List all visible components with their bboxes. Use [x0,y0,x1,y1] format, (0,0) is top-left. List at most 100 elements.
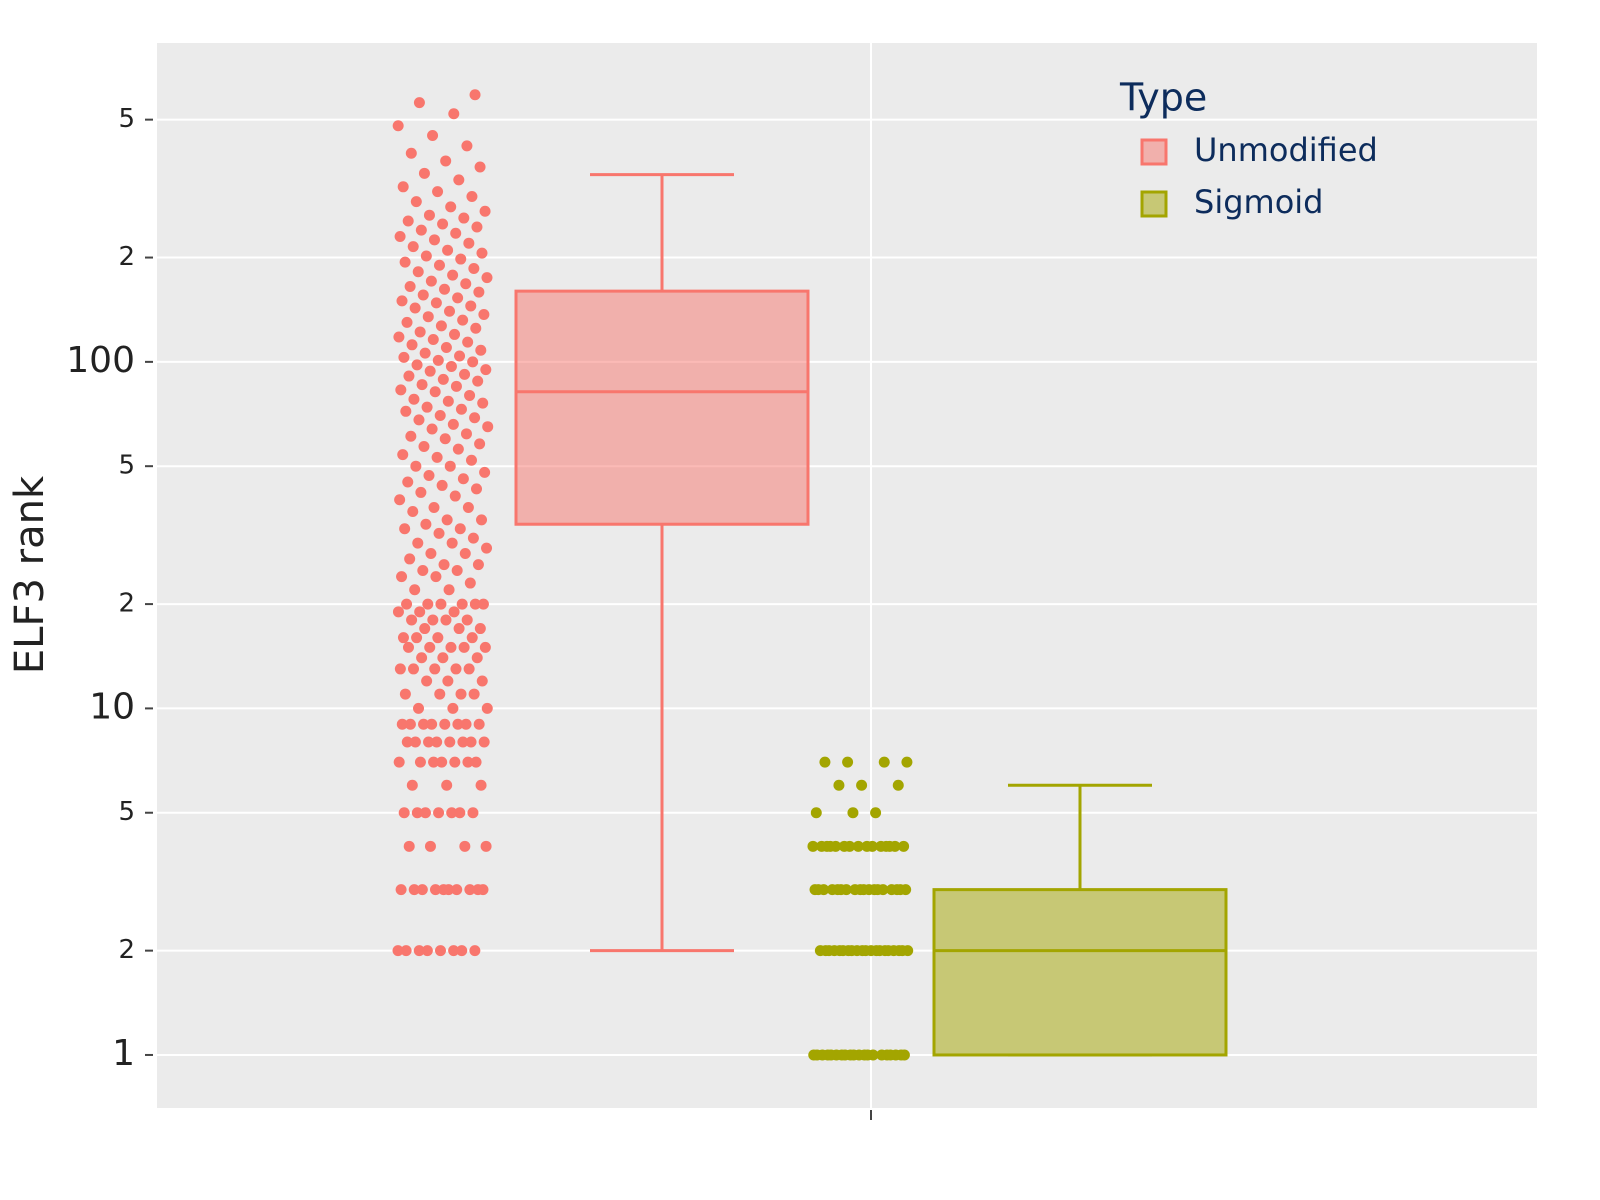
data-point [452,443,464,455]
data-point [475,344,487,356]
data-point [455,253,467,265]
y-tick-label: 100 [66,340,135,381]
data-point [431,451,443,463]
data-point [405,430,417,442]
data-point [461,140,473,152]
data-point [397,632,409,644]
data-point [397,181,409,193]
data-point [434,410,446,422]
data-point [416,652,428,664]
data-point [396,295,408,307]
data-point [422,598,434,610]
data-point [451,884,463,896]
data-point [402,215,414,227]
data-point [409,736,421,748]
data-point [848,1049,860,1061]
data-point [456,945,468,957]
data-point [442,395,454,407]
data-point [392,945,404,957]
data-point [835,884,847,896]
data-point [392,606,404,618]
data-point [448,945,460,957]
data-point [423,209,435,221]
data-point [414,606,426,618]
y-axis-title: ELF3 rank [7,475,53,674]
data-point [814,945,826,957]
data-point [430,297,442,309]
data-point [471,652,483,664]
data-point [417,565,429,577]
y-tick-label: 10 [89,686,135,727]
data-point [412,537,424,549]
data-point [459,368,471,380]
data-point [856,779,868,791]
legend-title: Type [1119,76,1207,120]
data-point [824,840,836,852]
data-point [478,308,490,320]
data-point [441,514,453,526]
data-point [416,884,428,896]
data-point [453,623,465,635]
data-point [468,688,480,700]
data-point [427,129,439,141]
data-point [449,756,461,768]
data-point [473,286,485,298]
data-point [433,527,445,539]
data-point [419,347,431,359]
data-point [427,334,439,346]
y-tick-label: 5 [118,451,135,481]
y-tick-label: 2 [118,589,135,619]
data-point [461,614,473,626]
data-point [479,205,491,217]
data-point [477,397,489,409]
data-point [875,840,887,852]
data-point [394,231,406,243]
data-point [846,945,858,957]
y-tick-label: 5 [118,104,135,134]
data-point [393,756,405,768]
data-point [415,486,427,498]
data-point [428,756,440,768]
data-point [449,328,461,340]
data-point [476,247,488,259]
data-point [425,547,437,559]
data-point [436,756,448,768]
data-point [413,945,425,957]
data-point [847,807,859,819]
data-point [837,945,849,957]
data-point [413,702,425,714]
data-point [479,466,491,478]
data-point [454,350,466,362]
data-point [428,501,440,513]
data-point [420,250,432,262]
data-point [433,807,445,819]
data-point [431,736,443,748]
data-point [423,736,435,748]
data-point [460,428,472,440]
data-point [442,244,454,256]
data-point [435,598,447,610]
data-point [420,518,432,530]
data-point [898,1049,910,1061]
data-point [395,384,407,396]
data-point [476,675,488,687]
data-point [452,292,464,304]
data-point [437,373,449,385]
data-point [418,167,430,179]
data-point [457,736,469,748]
data-point [472,884,484,896]
data-point [826,884,838,896]
data-point [409,584,421,596]
data-point [838,840,850,852]
data-point [425,275,437,287]
data-point [440,342,452,354]
data-point [462,756,474,768]
legend-label: Unmodified [1194,131,1378,169]
data-point [396,571,408,583]
data-point [870,807,882,819]
data-point [407,663,419,675]
data-point [429,663,441,675]
data-point [439,718,451,730]
data-point [464,389,476,401]
